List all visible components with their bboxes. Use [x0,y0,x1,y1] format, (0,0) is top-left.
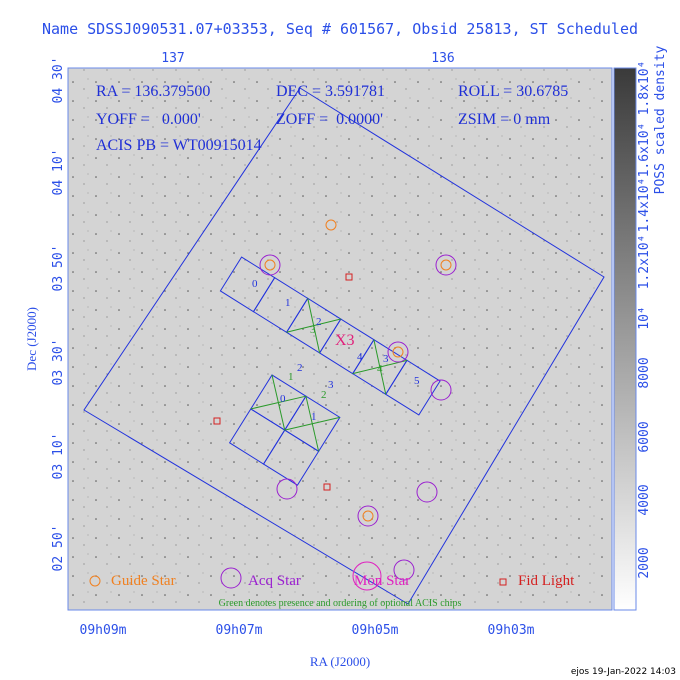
left-tick: 04 30' [51,57,66,104]
info: ZSIM = 0 mm [458,111,551,128]
colorbar-tick: 1.8x10⁴ [637,61,652,116]
chip-label: 1 [285,297,291,309]
note: Green denotes presence and ordering of o… [219,598,462,609]
top-tick: 137 [161,51,184,66]
colorbar-tick: 2000 [637,547,652,578]
acis-i [228,374,341,486]
bottom-tick: 09h05m [352,623,399,638]
left-tick: 04 10' [51,149,66,196]
chip-label: 0 [252,278,258,290]
info: RA = 136.379500 [96,83,210,100]
chip-label: 5 [414,375,420,387]
info: ACIS PB = WT00915014 [96,137,262,154]
bottom-tick: 09h07m [216,623,263,638]
chip-order: 4 [377,363,383,375]
bottom-tick: 09h09m [80,623,127,638]
info: ZOFF = 0.0000' [276,111,383,128]
colorbar-tick: 1.2x10⁴ [637,235,652,290]
top-tick: 136 [431,51,454,66]
legend-label: Mon Star [354,573,410,589]
chip-label: 1 [311,411,317,423]
legend-label: Acq Star [248,573,301,589]
info: ROLL = 30.6785 [458,83,568,100]
colorbar-tick: 8000 [637,357,652,388]
aimpoint: X3 [335,332,355,349]
chip-label: 2 [316,316,322,328]
colorbar-tick: 1.4x10⁴ [637,178,652,233]
field-outline [83,87,605,605]
info: YOFF = 0.000' [96,111,201,128]
chip-order: 3 [310,324,316,336]
bottom-tick: 09h03m [488,623,535,638]
colorbar [613,67,637,611]
x-axis-label: RA (J2000) [310,654,370,669]
info: DEC = 3.591781 [276,83,385,100]
acis-s [219,256,441,416]
fid-lights [213,273,353,491]
colorbar-tick: 6000 [637,421,652,452]
legend-icon [499,578,507,586]
left-tick: 03 30' [51,339,66,386]
left-tick: 03 50' [51,245,66,292]
chip-label: 3 [328,379,334,391]
chip-label: 2 [297,362,303,374]
chip-order: 1 [288,371,294,383]
left-tick: 03 10' [51,433,66,480]
legend-label: Fid Light [518,573,575,589]
chip-label: 4 [357,351,363,363]
chip-label: 0 [280,393,286,405]
legend-icon [352,561,382,591]
colorbar-tick: 10⁴ [637,306,652,329]
footer: ejos 19-Jan-2022 14:03 [571,667,676,677]
left-tick: 02 50' [51,525,66,572]
legend-icon [220,567,242,589]
title: Name SDSSJ090531.07+03353, Seq # 601567,… [42,20,638,38]
legend-label: Guide Star [111,573,176,589]
colorbar-tick: 1.6x10⁴ [637,123,652,178]
colorbar-label: POSS scaled density [653,45,668,194]
chip-order: 2 [321,389,327,401]
y-axis-label: Dec (J2000) [24,307,39,371]
acq-stars [259,254,457,581]
sky-image [67,67,613,611]
colorbar-tick: 4000 [637,484,652,515]
legend-icon [89,575,101,587]
guide-stars [264,219,452,522]
chip-label: 3 [383,353,389,365]
